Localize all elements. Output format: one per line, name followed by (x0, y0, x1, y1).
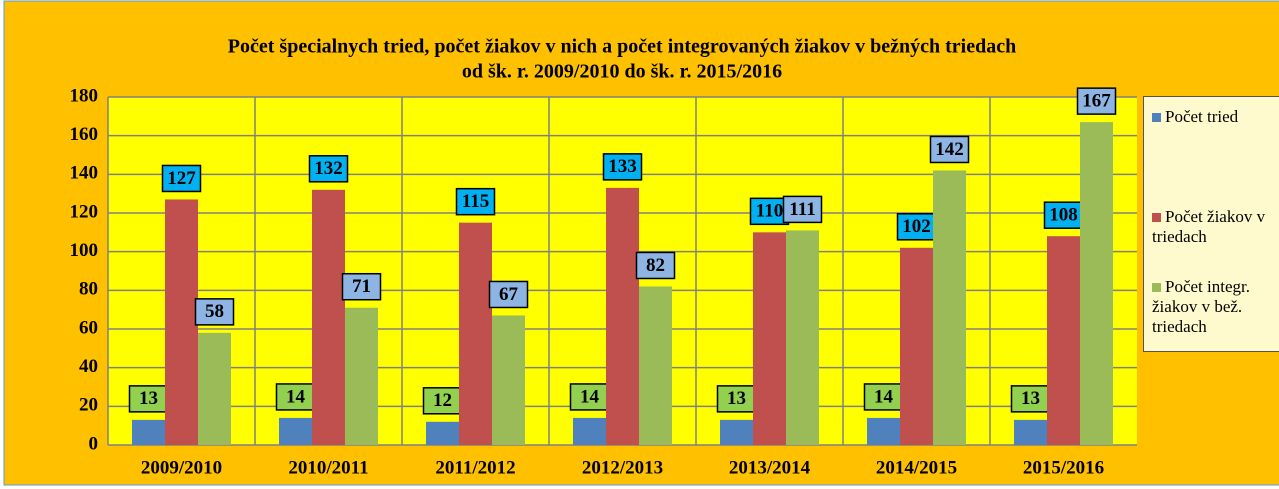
data-label-box (929, 135, 970, 164)
y-tick-label: 140 (70, 163, 99, 184)
data-label-box (275, 383, 316, 411)
data-label-box (308, 155, 349, 183)
bar (573, 417, 606, 445)
bar (165, 199, 198, 445)
data-label: 14 (286, 386, 306, 407)
bar (753, 232, 786, 445)
bar (198, 332, 231, 445)
data-label-box (488, 280, 529, 309)
legend-item: Počet integr. žiakov v bež. triedach (1152, 277, 1279, 337)
x-tick-label: 2014/2015 (876, 457, 957, 478)
data-label: 167 (1082, 90, 1111, 111)
data-label: 110 (756, 201, 783, 222)
bar (345, 307, 378, 445)
data-label-box (749, 197, 790, 226)
legend-label: Počet tried (1165, 107, 1239, 126)
legend: Počet tried Počet žiakov v triedach Počet … (1143, 96, 1279, 352)
bar (900, 247, 933, 445)
data-label: 115 (462, 191, 489, 212)
data-label-box (341, 272, 382, 301)
bar (933, 170, 966, 445)
x-tick-label: 2011/2012 (435, 457, 515, 478)
data-label-box (569, 383, 610, 411)
bar (867, 417, 900, 445)
bar (279, 417, 312, 445)
legend-label: Počet integr. žiakov v bež. triedach (1152, 277, 1250, 336)
y-tick-label: 60 (79, 317, 98, 338)
y-tick-label: 160 (70, 124, 99, 145)
data-label: 82 (646, 255, 665, 276)
y-tick-label: 40 (79, 356, 98, 377)
x-tick-label: 2015/2016 (1023, 457, 1104, 478)
data-label: 142 (935, 139, 964, 160)
bar (132, 419, 165, 445)
data-label: 58 (205, 301, 224, 322)
bar (606, 187, 639, 445)
y-tick-label: 120 (70, 201, 99, 222)
bar (1080, 122, 1113, 445)
x-tick-label: 2010/2011 (288, 457, 368, 478)
bar (1014, 419, 1047, 445)
bar (1047, 236, 1080, 445)
chart-title: Počet špecialnych tried, počet žiakov v … (228, 36, 1016, 58)
data-label-box (602, 153, 643, 181)
legend-swatch (1152, 213, 1161, 222)
bar (459, 222, 492, 445)
data-label: 71 (352, 276, 371, 297)
data-label: 133 (608, 156, 637, 177)
data-label-box (1010, 385, 1051, 413)
bar (786, 230, 819, 445)
data-label-box (128, 385, 169, 413)
data-label: 127 (167, 168, 196, 189)
y-tick-label: 80 (79, 279, 98, 300)
data-label-box (455, 187, 496, 216)
data-label: 14 (580, 386, 600, 407)
bar (312, 189, 345, 445)
x-tick-label: 2009/2010 (141, 457, 222, 478)
bar (720, 419, 753, 445)
data-label: 132 (314, 158, 343, 179)
data-label: 108 (1049, 205, 1078, 226)
data-label: 102 (902, 216, 931, 237)
legend-label: Počet žiakov v triedach (1152, 207, 1266, 246)
legend-item: Počet žiakov v triedach (1152, 207, 1279, 247)
bar (426, 421, 459, 445)
x-tick-label: 2013/2014 (729, 457, 811, 478)
y-tick-label: 100 (70, 240, 99, 261)
data-label: 14 (874, 386, 894, 407)
y-tick-label: 180 (70, 85, 99, 106)
x-tick-label: 2012/2013 (582, 457, 663, 478)
data-label: 111 (789, 199, 815, 220)
y-tick-label: 20 (79, 395, 98, 416)
data-label-box (896, 213, 937, 241)
bar (492, 315, 525, 445)
data-label-box (782, 195, 823, 224)
data-label: 12 (433, 390, 452, 411)
data-label: 13 (727, 388, 746, 409)
legend-item: Počet tried (1152, 107, 1279, 127)
data-label-box (863, 383, 904, 411)
data-label: 13 (139, 388, 158, 409)
chart-title: od šk. r. 2009/2010 do šk. r. 2015/2016 (462, 61, 782, 83)
data-label: 67 (499, 284, 519, 305)
data-label-box (635, 251, 676, 280)
data-label: 13 (1021, 388, 1040, 409)
y-tick-label: 0 (89, 433, 99, 454)
bar (639, 286, 672, 445)
data-label-box (194, 298, 235, 326)
data-label-box (1043, 201, 1084, 229)
legend-swatch (1152, 113, 1161, 122)
data-label-box (1076, 87, 1117, 115)
legend-swatch (1152, 283, 1161, 292)
data-label-box (161, 164, 202, 193)
data-label-box (716, 385, 757, 413)
